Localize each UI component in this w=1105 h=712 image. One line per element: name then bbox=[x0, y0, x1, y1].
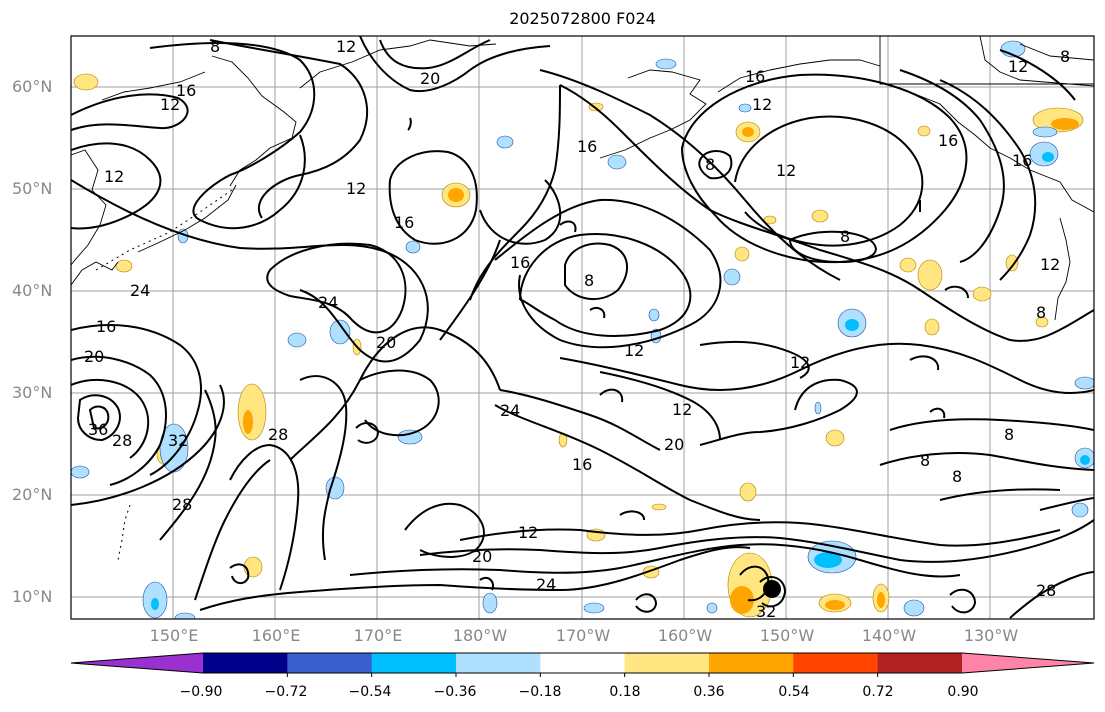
contour-label: 16 bbox=[577, 137, 597, 156]
contour-label: 12 bbox=[624, 341, 644, 360]
contour-label: 20 bbox=[420, 69, 440, 88]
contour-label: 8 bbox=[1036, 303, 1046, 322]
contours bbox=[71, 36, 1094, 619]
lat-label: 40°N bbox=[12, 281, 53, 300]
contour-label: 8 bbox=[1004, 425, 1014, 444]
contour-label: 24 bbox=[500, 401, 520, 420]
lon-label: 170°E bbox=[353, 626, 403, 645]
contour-label: 32 bbox=[168, 431, 188, 450]
colorbar-tick-label: 0.72 bbox=[862, 684, 894, 700]
contour-label: 20 bbox=[376, 333, 396, 352]
contour-label: 12 bbox=[336, 37, 356, 56]
contour-label: 24 bbox=[318, 293, 338, 312]
coastlines bbox=[71, 36, 1094, 321]
colorbar-segment bbox=[540, 653, 626, 673]
contour-label: 16 bbox=[745, 67, 765, 86]
contour-label: 16 bbox=[938, 131, 958, 150]
border-line bbox=[95, 189, 233, 271]
graticule bbox=[71, 36, 1094, 619]
colorbar-tick-label: 0.36 bbox=[693, 684, 725, 700]
storm-center-marker bbox=[763, 580, 781, 598]
contour-label: 12 bbox=[1040, 255, 1060, 274]
lat-label: 30°N bbox=[12, 383, 53, 402]
lon-label: 130°W bbox=[963, 626, 1019, 645]
contour-label: 28 bbox=[268, 425, 288, 444]
contour-label: 8 bbox=[840, 227, 850, 246]
colorbar-segment bbox=[371, 653, 457, 673]
contour-label: 16 bbox=[572, 455, 592, 474]
lon-label: 180°W bbox=[452, 626, 508, 645]
colorbar-tick-label: −0.72 bbox=[264, 684, 308, 700]
contour-label: 8 bbox=[920, 451, 930, 470]
contour-label: 16 bbox=[1012, 151, 1032, 170]
lon-label: 160°W bbox=[657, 626, 713, 645]
map-title: 2025072800 F024 bbox=[509, 9, 656, 28]
lat-label: 60°N bbox=[12, 77, 53, 96]
lon-label: 140°W bbox=[861, 626, 917, 645]
contour-label: 8 bbox=[210, 37, 220, 56]
contour-label: 8 bbox=[584, 271, 594, 290]
contour-label: 12 bbox=[518, 523, 538, 542]
lon-label: 150°W bbox=[759, 626, 815, 645]
colorbar-segment bbox=[709, 653, 794, 673]
border-line bbox=[117, 504, 131, 561]
positive-shading bbox=[73, 73, 1084, 618]
contour-label: 36 bbox=[88, 420, 108, 439]
contour-label: 12 bbox=[160, 95, 180, 114]
colorbar-segment bbox=[793, 653, 879, 673]
colorbar-extend-max bbox=[962, 653, 1094, 673]
colorbar-segment bbox=[287, 653, 373, 673]
lon-label: 160°E bbox=[251, 626, 301, 645]
colorbar-tick-label: 0.18 bbox=[609, 684, 641, 700]
contour-label: 20 bbox=[84, 347, 104, 366]
colorbar bbox=[70, 652, 1095, 677]
lat-label: 10°N bbox=[12, 587, 53, 606]
colorbar-tick-label: −0.90 bbox=[179, 684, 223, 700]
lon-label: 170°W bbox=[555, 626, 611, 645]
colorbar-tick-label: −0.54 bbox=[348, 684, 392, 700]
contour-label: 32 bbox=[756, 602, 776, 621]
colorbar-tick-label: −0.36 bbox=[433, 684, 477, 700]
contour-label: 20 bbox=[472, 547, 492, 566]
lon-label: 150°E bbox=[149, 626, 199, 645]
contour-label: 16 bbox=[394, 213, 414, 232]
contour-label: 16 bbox=[96, 317, 116, 336]
contour-label: 16 bbox=[176, 81, 196, 100]
contour-label: 16 bbox=[510, 253, 530, 272]
contour-label: 28 bbox=[112, 431, 132, 450]
colorbar-tick-label: 0.90 bbox=[947, 684, 979, 700]
contour-label: 8 bbox=[952, 467, 962, 486]
contour-label: 28 bbox=[1036, 581, 1056, 600]
colorbar-segment bbox=[877, 653, 963, 673]
contour-label: 28 bbox=[172, 495, 192, 514]
contour-label: 12 bbox=[752, 95, 772, 114]
contour-labels: 8 12 16 20 12 12 12 16 16 24 16 20 36 28… bbox=[84, 37, 1070, 621]
negative-shading bbox=[71, 40, 1094, 619]
contour-label: 24 bbox=[536, 575, 556, 594]
contour-label: 12 bbox=[790, 353, 810, 372]
contour-label: 12 bbox=[672, 400, 692, 419]
contour-label: 8 bbox=[705, 155, 715, 174]
colorbar-outline bbox=[70, 652, 1095, 674]
colorbar-segment bbox=[624, 653, 710, 673]
contour-label: 8 bbox=[1060, 47, 1070, 66]
lat-label: 20°N bbox=[12, 485, 53, 504]
contour-label: 12 bbox=[346, 179, 366, 198]
colorbar-extend-min bbox=[71, 653, 203, 673]
colorbar-segment bbox=[203, 653, 288, 673]
contour-label: 12 bbox=[776, 161, 796, 180]
contour-label: 12 bbox=[104, 167, 124, 186]
colorbar-tick-label: 0.54 bbox=[778, 684, 810, 700]
colorbar-segment bbox=[456, 653, 541, 673]
lat-label: 50°N bbox=[12, 179, 53, 198]
map-frame bbox=[70, 35, 1095, 620]
contour-label: 20 bbox=[664, 435, 684, 454]
colorbar-tick-label: −0.18 bbox=[518, 684, 562, 700]
contour-label: 24 bbox=[130, 281, 150, 300]
contour-label: 12 bbox=[1008, 57, 1028, 76]
